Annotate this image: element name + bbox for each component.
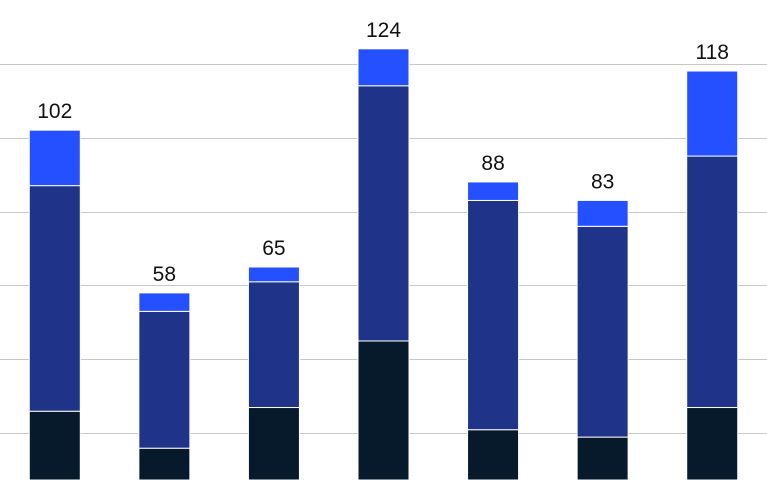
total-label: 124 — [366, 19, 401, 42]
bar-segment — [247, 266, 300, 283]
total-label: 83 — [591, 170, 614, 193]
total-label: 58 — [153, 263, 176, 286]
bar-segment — [686, 155, 739, 409]
bar-segment — [357, 340, 410, 480]
bar-segment — [28, 129, 81, 187]
bar-segment — [576, 436, 629, 480]
bar-segment — [138, 292, 191, 312]
bar-segment — [357, 48, 410, 87]
total-label: 102 — [37, 100, 72, 123]
bar-segment — [686, 70, 739, 157]
bar-segment — [467, 181, 520, 201]
bar-segment — [28, 185, 81, 412]
bar-segment — [357, 85, 410, 342]
bar-segment — [686, 407, 739, 480]
bar-segment — [576, 199, 629, 227]
total-label: 118 — [695, 41, 728, 64]
bar-segment — [247, 281, 300, 409]
bar-segment — [28, 410, 81, 480]
bar-segment — [138, 447, 191, 480]
bar-segment — [138, 310, 191, 449]
bar-segment — [576, 225, 629, 438]
bar-segment — [467, 429, 520, 480]
total-label: 65 — [262, 237, 285, 260]
total-label: 88 — [481, 152, 504, 175]
bar-segment — [467, 199, 520, 431]
bar-segment — [247, 407, 300, 480]
